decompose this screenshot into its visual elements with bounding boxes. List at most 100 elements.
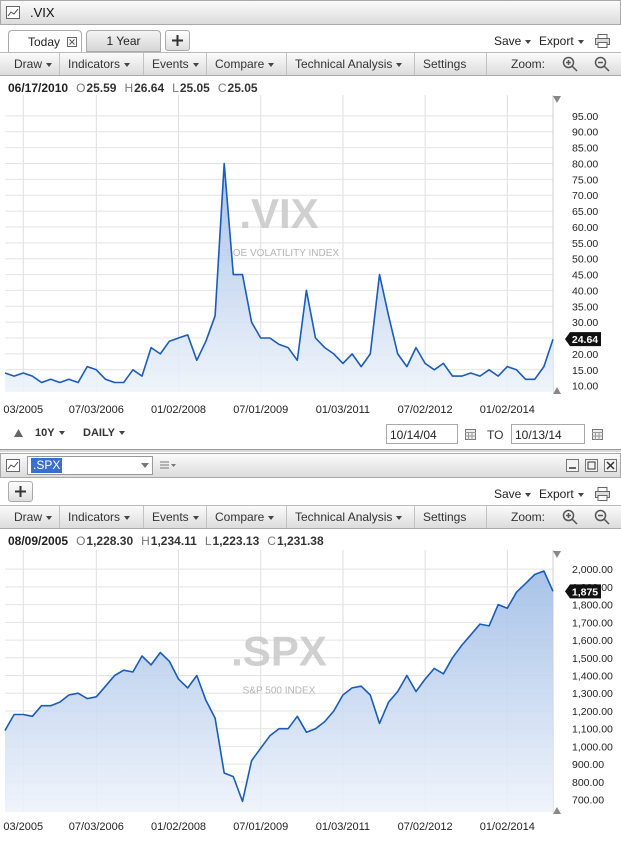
- y-tick-label: 1,800.00: [572, 600, 613, 612]
- tab-label: Today: [28, 35, 61, 49]
- window-button[interactable]: [566, 459, 579, 472]
- y-tick-label: 1,000.00: [572, 741, 613, 753]
- panel-separator: [0, 449, 621, 452]
- tab[interactable]: 1 Year: [86, 30, 161, 52]
- toolbar-button[interactable]: Events: [144, 506, 207, 528]
- symbol-text: .SPX: [31, 458, 63, 473]
- y-tick-label: 70.00: [572, 190, 598, 202]
- symbol-label: .VIX: [30, 5, 55, 20]
- y-tick-label: 2,000.00: [572, 564, 613, 576]
- x-tick-label: 01/02/2008: [151, 404, 206, 416]
- x-tick-label: 01/02/2014: [480, 821, 535, 833]
- collapse-arrow[interactable]: [14, 429, 23, 437]
- y-tick-label: 60.00: [572, 222, 598, 234]
- from-date-input[interactable]: 10/14/04: [386, 424, 458, 444]
- ohlc-key: O: [76, 534, 86, 548]
- ohlc-key: H: [141, 534, 150, 548]
- y-tick-label: 45.00: [572, 270, 598, 282]
- y-tick-label: 95.00: [572, 111, 598, 123]
- scroll-arrow-down: [553, 387, 561, 394]
- zoom-in-icon[interactable]: [562, 509, 578, 525]
- watermark-title: .SPX: [231, 628, 327, 675]
- x-tick-label: 07/03/2006: [69, 821, 124, 833]
- toolbar-button[interactable]: Draw: [6, 506, 60, 528]
- x-tick-label: 01/03/2011: [316, 821, 370, 833]
- period-select[interactable]: 10Y: [35, 427, 65, 439]
- y-tick-label: 10.00: [572, 381, 598, 393]
- ohlc-key: L: [172, 81, 179, 95]
- toolbar-button[interactable]: Technical Analysis: [287, 506, 415, 528]
- zoom-out-icon[interactable]: [594, 509, 610, 525]
- y-tick-label: 1,300.00: [572, 688, 613, 700]
- menu-icon[interactable]: [160, 461, 176, 470]
- line: [4, 162, 554, 384]
- y-tick-label: 30.00: [572, 317, 598, 329]
- save-button[interactable]: Save: [494, 487, 531, 501]
- x-tick-label: 01/03/2011: [316, 404, 370, 416]
- ohlc-date: 06/17/2010: [8, 81, 69, 95]
- x-tick-label: 01/02/2008: [151, 821, 206, 833]
- y-tick-label: 75.00: [572, 174, 598, 186]
- window-button[interactable]: [604, 459, 617, 472]
- chart-icon: [6, 6, 20, 19]
- to-date-input[interactable]: 10/13/14: [511, 424, 585, 444]
- last-value-tag: [565, 584, 601, 599]
- scroll-arrow-down: [553, 807, 561, 814]
- last-value-label: 1,875: [572, 586, 598, 598]
- y-tick-label: 1,600.00: [572, 635, 613, 647]
- y-tick-label: 15.00: [572, 365, 598, 377]
- area: [5, 571, 553, 812]
- y-tick-label: 20.00: [572, 349, 598, 361]
- print-icon[interactable]: [595, 34, 610, 48]
- ohlc-value: 1,231.38: [276, 534, 324, 548]
- window-button[interactable]: [585, 459, 598, 472]
- ohlc-key: C: [217, 81, 227, 95]
- y-tick-label: 50.00: [572, 254, 598, 266]
- calendar-icon[interactable]: [592, 429, 603, 440]
- toolbar-button[interactable]: Compare: [207, 53, 287, 75]
- y-tick-label: 90.00: [572, 127, 598, 139]
- toolbar-button[interactable]: Indicators: [60, 53, 144, 75]
- zoom-in-icon[interactable]: [562, 56, 578, 72]
- toolbar-button[interactable]: Events: [144, 53, 207, 75]
- last-value-tag: [565, 332, 601, 347]
- ohlc-value: 26.64: [134, 81, 165, 95]
- toolbar-button[interactable]: Draw: [6, 53, 60, 75]
- x-tick-label: 07/01/2009: [233, 404, 288, 416]
- scroll-arrow-up: [553, 551, 561, 558]
- y-tick-label: 1,400.00: [572, 671, 613, 683]
- x-tick-label: 07/03/2006: [69, 404, 124, 416]
- print-icon[interactable]: [595, 487, 610, 501]
- y-tick-label: 55.00: [572, 238, 598, 250]
- interval-select[interactable]: DAILY: [83, 427, 125, 439]
- ohlc-value: 1,228.30: [86, 534, 134, 548]
- ohlc-key: C: [267, 534, 276, 548]
- zoom-out-icon[interactable]: [594, 56, 610, 72]
- chart-icon: [6, 459, 20, 472]
- toolbar-button[interactable]: Compare: [207, 506, 287, 528]
- ohlc-line: 08/09/2005 O1,228.30 H1,234.11 L1,223.13 C1,…: [8, 534, 332, 548]
- toolbar-button[interactable]: Settings: [415, 506, 487, 528]
- export-button[interactable]: Export: [539, 487, 584, 501]
- save-button[interactable]: Save: [494, 34, 531, 48]
- toolbar-button[interactable]: Indicators: [60, 506, 144, 528]
- tab-close-icon[interactable]: [67, 37, 77, 47]
- toolbar-button[interactable]: Technical Analysis: [287, 53, 415, 75]
- zoom-label: Zoom:: [511, 57, 546, 71]
- ohlc-key: L: [204, 534, 212, 548]
- x-tick-label: 03/2005: [3, 404, 43, 416]
- x-tick-label: 07/02/2012: [398, 404, 453, 416]
- calendar-icon[interactable]: [465, 429, 476, 440]
- toolbar-button[interactable]: Settings: [415, 53, 487, 75]
- tab-active[interactable]: [8, 30, 82, 54]
- export-button[interactable]: Export: [539, 34, 584, 48]
- dropdown-arrow: [141, 463, 149, 468]
- ohlc-value: 25.05: [227, 81, 258, 95]
- area: [5, 163, 553, 392]
- y-tick-label: 35.00: [572, 301, 598, 313]
- zoom-label: Zoom:: [511, 510, 546, 524]
- ohlc-date: 08/09/2005: [8, 534, 69, 548]
- x-tick-label: 01/02/2014: [480, 404, 535, 416]
